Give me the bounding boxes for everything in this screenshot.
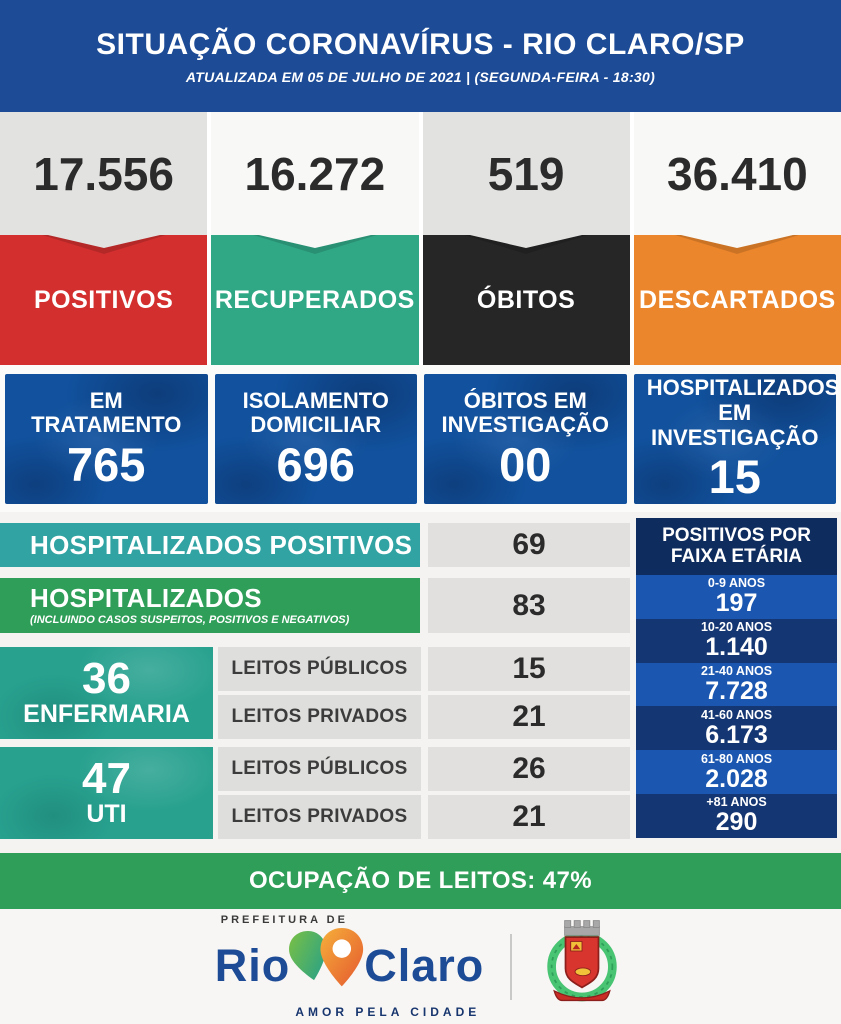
logo-pretitle: PREFEITURA DE <box>220 914 348 926</box>
card-isolamento-domiciliar: ISOLAMENTO DOMICILIAR 696 <box>214 374 417 504</box>
age-61-80-value: 2.028 <box>705 764 768 793</box>
uti-publicos-label: LEITOS PÚBLICOS <box>218 747 421 791</box>
hospitalizados-label: HOSPITALIZADOS <box>30 583 262 613</box>
age-41-60-label: 41-60 ANOS <box>700 707 773 722</box>
summary-card-positivos: 17.556 POSITIVOS <box>0 112 208 365</box>
age-61-80-label: 61-80 ANOS <box>700 751 773 766</box>
summary-cards-row: 17.556 POSITIVOS 16.272 RECUPERADOS 519 … <box>0 112 841 365</box>
uti-number: 47 <box>82 754 131 804</box>
summary-card-descartados: 36.410 DESCARTADOS <box>633 112 841 365</box>
uti-publicos-value: 26 <box>428 747 630 791</box>
treatment-cards-row: EM TRATAMENTO 765 ISOLAMENTO DOMICILIAR … <box>0 365 841 512</box>
logo-main: Rio <box>215 928 485 1003</box>
uti-caption: UTI <box>86 800 127 829</box>
logo-word-rio: Rio <box>214 940 291 991</box>
age-10-20-value: 1.140 <box>705 633 768 662</box>
hospitalizados-row: HOSPITALIZADOS (INCLUINDO CASOS SUSPEITO… <box>0 578 420 633</box>
age-row-10-20: 10-20 ANOS 1.140 <box>636 618 837 663</box>
recuperados-label: RECUPERADOS <box>211 235 419 365</box>
descartados-value: 36.410 <box>633 112 841 235</box>
age-0-9-value: 197 <box>715 589 758 618</box>
age-row-61-80: 61-80 ANOS 2.028 <box>636 750 837 795</box>
map-pins-icon <box>286 928 372 997</box>
logo-tagline: AMOR PELA CIDADE <box>295 1005 481 1019</box>
hosp-investigacao-label: HOSPITALIZADOS EM INVESTIGAÇÃO <box>646 375 840 450</box>
em-tratamento-label: EM TRATAMENTO <box>31 387 182 438</box>
obitos-investigacao-label: ÓBITOS EM INVESTIGAÇÃO <box>441 387 609 438</box>
age-row-41-60: 41-60 ANOS 6.173 <box>636 706 837 751</box>
enfermaria-privados-value: 21 <box>428 695 630 739</box>
age-41-60-value: 6.173 <box>705 720 768 749</box>
em-tratamento-value: 765 <box>67 437 146 491</box>
summary-card-recuperados: 16.272 RECUPERADOS <box>211 112 419 365</box>
isolamento-label: ISOLAMENTO DOMICILIAR <box>242 387 389 438</box>
enfermaria-publicos-label: LEITOS PÚBLICOS <box>218 647 421 691</box>
positivos-value: 17.556 <box>0 112 208 235</box>
descartados-label: DESCARTADOS <box>633 235 841 365</box>
age-81-plus-value: 290 <box>715 808 758 837</box>
city-crest-icon <box>538 918 626 1015</box>
hosp-investigacao-value: 15 <box>708 450 761 504</box>
age-0-9-label: 0-9 ANOS <box>707 576 766 591</box>
enfermaria-caption: ENFERMARIA <box>23 700 190 729</box>
enfermaria-publicos-value: 15 <box>428 647 630 691</box>
prefeitura-logo: PREFEITURA DE Rio <box>215 914 485 1019</box>
footer-divider <box>510 933 513 1000</box>
hospitalizados-positivos-label: HOSPITALIZADOS POSITIVOS <box>30 530 413 560</box>
page-title: SITUAÇÃO CORONAVÍRUS - RIO CLARO/SP <box>96 27 745 61</box>
age-row-21-40: 21-40 ANOS 7.728 <box>636 662 837 707</box>
hospitalizados-sublabel: (INCLUINDO CASOS SUSPEITOS, POSITIVOS E … <box>30 614 350 626</box>
page-subtitle: ATUALIZADA EM 05 DE JULHO DE 2021 | (SEG… <box>185 68 656 85</box>
enfermaria-block: 36 ENFERMARIA <box>0 647 213 739</box>
obitos-label: ÓBITOS <box>422 235 630 365</box>
positivos-label: POSITIVOS <box>0 235 208 365</box>
hospitalizados-value: 83 <box>428 578 630 633</box>
summary-card-obitos: 519 ÓBITOS <box>422 112 630 365</box>
enfermaria-number: 36 <box>82 654 131 704</box>
footer: PREFEITURA DE Rio <box>0 909 841 1024</box>
age-panel-title-text: POSITIVOS POR FAIXA ETÁRIA <box>662 524 811 567</box>
age-row-0-9: 0-9 ANOS 197 <box>636 575 837 619</box>
hospitalizados-positivos-value: 69 <box>428 523 630 567</box>
uti-block: 47 UTI <box>0 747 213 839</box>
recuperados-value: 16.272 <box>211 112 419 235</box>
age-10-20-label: 10-20 ANOS <box>700 620 773 635</box>
logo-word-claro: Claro <box>364 940 485 991</box>
card-em-tratamento: EM TRATAMENTO 765 <box>5 374 208 504</box>
card-obitos-investigacao: ÓBITOS EM INVESTIGAÇÃO 00 <box>424 374 627 504</box>
age-21-40-value: 7.728 <box>705 677 768 705</box>
obitos-investigacao-value: 00 <box>499 437 552 491</box>
age-81-plus-label: +81 ANOS <box>706 795 767 810</box>
age-row-81-plus: +81 ANOS 290 <box>636 794 837 838</box>
hospitalizados-positivos-row: HOSPITALIZADOS POSITIVOS <box>0 523 420 567</box>
uti-privados-label: LEITOS PRIVADOS <box>218 795 421 839</box>
header-banner: SITUAÇÃO CORONAVÍRUS - RIO CLARO/SP ATUA… <box>0 0 841 112</box>
obitos-value: 519 <box>422 112 630 235</box>
card-hospitalizados-investigacao: HOSPITALIZADOS EM INVESTIGAÇÃO 15 <box>633 374 840 504</box>
age-distribution-panel: POSITIVOS POR FAIXA ETÁRIA 0-9 ANOS 197 … <box>636 518 837 838</box>
isolamento-value: 696 <box>276 437 355 491</box>
age-21-40-label: 21-40 ANOS <box>700 663 773 678</box>
enfermaria-privados-label: LEITOS PRIVADOS <box>218 695 421 739</box>
hospital-data-section: HOSPITALIZADOS POSITIVOS 69 HOSPITALIZAD… <box>0 512 841 853</box>
uti-privados-value: 21 <box>428 795 630 839</box>
occupancy-bar: OCUPAÇÃO DE LEITOS: 47% <box>0 853 841 909</box>
age-panel-title: POSITIVOS POR FAIXA ETÁRIA <box>636 518 837 575</box>
